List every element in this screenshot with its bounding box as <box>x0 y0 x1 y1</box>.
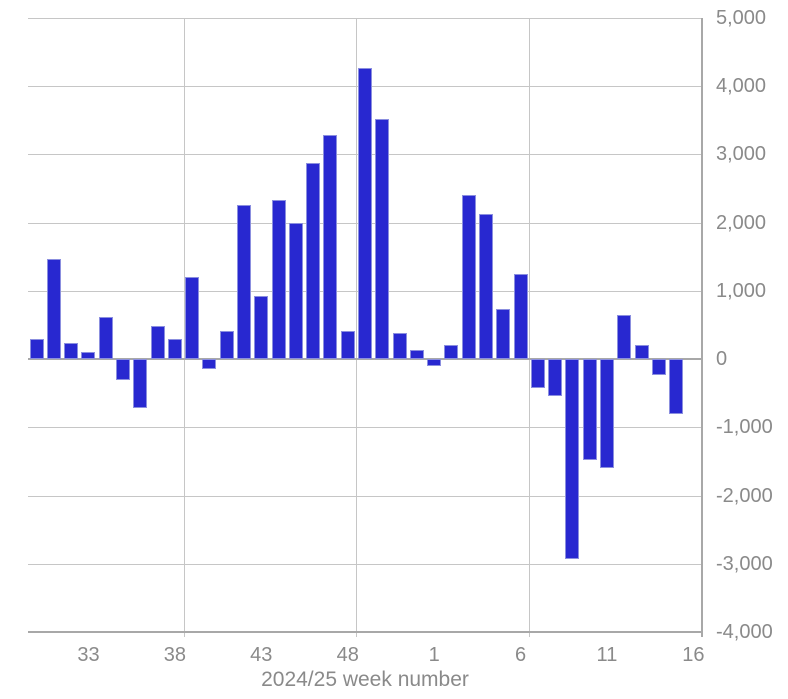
bar <box>444 344 459 360</box>
bar <box>651 359 666 376</box>
bar <box>634 344 649 360</box>
h-gridline <box>28 427 702 429</box>
bar <box>167 339 182 360</box>
bar <box>375 118 390 360</box>
x-axis-tick-label: 43 <box>250 644 273 666</box>
zero-line <box>28 358 702 361</box>
x-axis-tick-label: 48 <box>336 644 359 666</box>
x-axis-tick-label: 33 <box>77 644 100 666</box>
y-axis-label: 2,000 <box>716 211 767 234</box>
bar <box>133 359 148 409</box>
x-axis-line <box>28 631 702 633</box>
bar <box>548 359 563 396</box>
bar <box>513 273 528 360</box>
bar <box>116 359 131 380</box>
bar <box>496 309 511 360</box>
bar <box>478 213 493 360</box>
bar <box>254 295 269 360</box>
v-gridline <box>529 18 531 637</box>
bar <box>582 359 597 461</box>
y-axis-label: 4,000 <box>716 75 767 98</box>
v-gridline <box>356 18 358 637</box>
bar <box>219 331 234 360</box>
bar <box>202 359 217 369</box>
x-axis-tick-label: 1 <box>428 644 440 666</box>
bar <box>599 359 614 468</box>
bar <box>323 134 338 360</box>
h-gridline <box>28 563 702 565</box>
h-gridline <box>28 495 702 497</box>
y-axis-label: -4,000 <box>716 621 773 643</box>
bar <box>29 338 44 360</box>
x-axis-tick-label: 6 <box>514 644 527 666</box>
y-axis-label: 0 <box>716 348 728 371</box>
x-axis-title: 2024/25 week number <box>261 668 469 691</box>
bar <box>530 359 545 388</box>
bar <box>617 314 632 360</box>
x-axis-tick-label: 11 <box>596 644 618 666</box>
bar <box>81 351 96 360</box>
bar <box>358 67 372 360</box>
bar <box>427 359 442 366</box>
bar <box>461 195 476 360</box>
bar <box>237 204 252 360</box>
y-axis-label: -3,000 <box>716 552 773 575</box>
bar <box>46 258 61 360</box>
y-axis-label: 3,000 <box>716 143 767 166</box>
bar <box>392 333 407 360</box>
bar <box>271 200 286 360</box>
bar <box>340 331 355 360</box>
y-axis-label: -1,000 <box>716 416 773 439</box>
x-axis-tick-label: 38 <box>163 644 187 666</box>
bar <box>565 359 580 559</box>
y-axis-label: -2,000 <box>716 484 773 507</box>
bar <box>409 350 424 360</box>
bar <box>64 342 79 360</box>
bar <box>98 317 113 360</box>
bar <box>669 359 684 414</box>
bar <box>185 277 200 360</box>
y-axis-label: 1,000 <box>716 279 767 302</box>
y-axis-label: 5,000 <box>716 7 767 29</box>
v-gridline <box>183 18 185 637</box>
y-axis-border <box>701 18 703 637</box>
h-gridline <box>28 18 702 19</box>
bar <box>150 325 165 360</box>
x-axis-tick-label: 16 <box>682 644 705 666</box>
bar <box>306 162 321 360</box>
bar <box>288 222 303 360</box>
